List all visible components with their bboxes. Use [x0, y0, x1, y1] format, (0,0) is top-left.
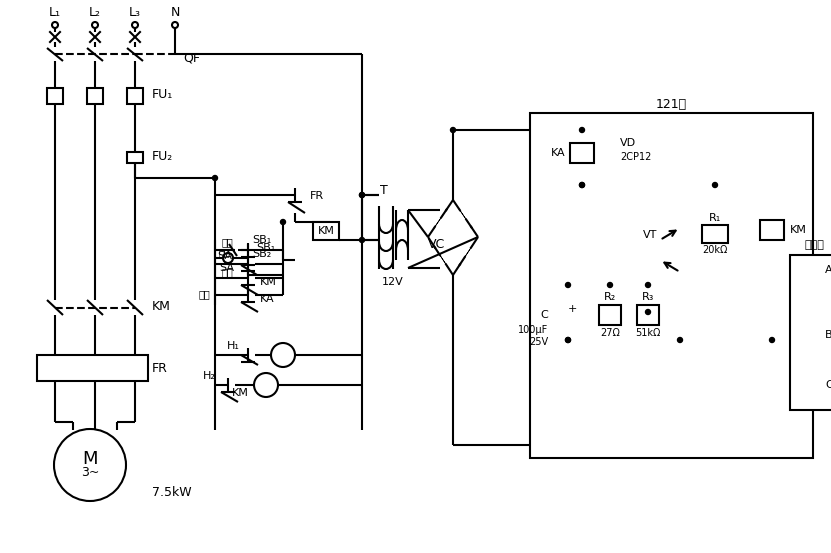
Text: 51kΩ: 51kΩ: [636, 328, 661, 338]
Polygon shape: [437, 251, 447, 266]
Bar: [530, 113, 813, 458]
Bar: [47, 88, 63, 104]
Text: M: M: [82, 450, 98, 468]
Bar: [599, 305, 621, 325]
Circle shape: [607, 283, 612, 288]
Text: A: A: [825, 265, 831, 275]
Text: 27Ω: 27Ω: [600, 328, 620, 338]
Text: 3~: 3~: [81, 466, 99, 478]
Text: KM: KM: [260, 277, 277, 287]
Text: N: N: [170, 7, 179, 19]
Circle shape: [271, 343, 295, 367]
Circle shape: [213, 175, 218, 180]
Circle shape: [566, 283, 571, 288]
Circle shape: [254, 373, 278, 397]
Circle shape: [172, 22, 178, 28]
Text: FR: FR: [152, 362, 168, 374]
Text: SB₂: SB₂: [252, 249, 271, 259]
Bar: [790, 255, 831, 410]
Text: R₁: R₁: [709, 213, 721, 223]
Text: VD: VD: [620, 138, 636, 148]
Text: 自动: 自动: [199, 289, 210, 299]
Bar: [570, 143, 594, 163]
Bar: [637, 305, 659, 325]
Text: B: B: [825, 330, 831, 340]
Text: C: C: [540, 310, 548, 320]
Circle shape: [712, 182, 717, 187]
Text: +: +: [568, 304, 577, 314]
Text: QF: QF: [183, 51, 200, 65]
Text: KM: KM: [790, 225, 807, 235]
Text: 20kΩ: 20kΩ: [702, 245, 728, 255]
Circle shape: [770, 337, 774, 342]
Circle shape: [566, 337, 571, 342]
Text: VC: VC: [428, 238, 445, 252]
Text: KM: KM: [152, 300, 171, 314]
Text: 手动: 手动: [219, 247, 231, 257]
Circle shape: [579, 182, 584, 187]
Text: L₃: L₃: [129, 7, 141, 19]
Text: 12V: 12V: [382, 277, 404, 287]
Circle shape: [677, 337, 682, 342]
Text: C: C: [825, 380, 831, 390]
Text: SA: SA: [219, 263, 234, 273]
Text: KA: KA: [552, 148, 566, 158]
Text: FU₂: FU₂: [152, 150, 173, 164]
Text: T: T: [381, 184, 388, 196]
Circle shape: [52, 22, 58, 28]
Text: FR: FR: [310, 191, 324, 201]
Circle shape: [579, 128, 584, 133]
Text: KA: KA: [260, 294, 274, 304]
Bar: [760, 220, 784, 240]
Text: KM: KM: [317, 226, 334, 236]
Text: 手动: 手动: [222, 237, 234, 247]
Circle shape: [566, 337, 571, 342]
Bar: [313, 222, 339, 240]
Circle shape: [360, 192, 365, 197]
Text: R₂: R₂: [604, 292, 616, 302]
Text: 自动: 自动: [222, 267, 234, 277]
Circle shape: [54, 429, 126, 501]
Circle shape: [579, 182, 584, 187]
Bar: [127, 88, 143, 104]
Circle shape: [360, 237, 365, 243]
Circle shape: [223, 253, 233, 263]
Text: VT: VT: [643, 230, 657, 240]
Text: SB₁: SB₁: [252, 235, 271, 245]
Text: H₁: H₁: [227, 341, 240, 351]
Text: SB₁: SB₁: [256, 243, 275, 253]
Text: 100μF: 100μF: [518, 325, 548, 335]
Circle shape: [450, 128, 455, 133]
Circle shape: [132, 22, 138, 28]
Text: 2CP12: 2CP12: [620, 152, 652, 162]
Text: SA: SA: [218, 251, 233, 261]
Bar: [702, 225, 728, 243]
Text: FU₁: FU₁: [152, 88, 173, 102]
Polygon shape: [434, 213, 444, 228]
Circle shape: [360, 192, 365, 197]
Polygon shape: [462, 246, 472, 261]
Text: L₁: L₁: [49, 7, 61, 19]
Text: KM: KM: [232, 388, 248, 398]
Polygon shape: [459, 208, 469, 223]
Text: 7.5kW: 7.5kW: [152, 486, 192, 498]
Bar: [37, 355, 148, 381]
Text: L₂: L₂: [89, 7, 101, 19]
Text: 蓄水池: 蓄水池: [804, 240, 824, 250]
Polygon shape: [603, 149, 617, 161]
Circle shape: [646, 310, 651, 315]
Circle shape: [646, 283, 651, 288]
Bar: [127, 152, 143, 163]
Text: R₃: R₃: [642, 292, 654, 302]
Circle shape: [92, 22, 98, 28]
Bar: [87, 88, 103, 104]
Text: H₂: H₂: [203, 371, 216, 381]
Circle shape: [281, 220, 286, 225]
Text: 25V: 25V: [529, 337, 548, 347]
Text: 121型: 121型: [656, 97, 686, 111]
